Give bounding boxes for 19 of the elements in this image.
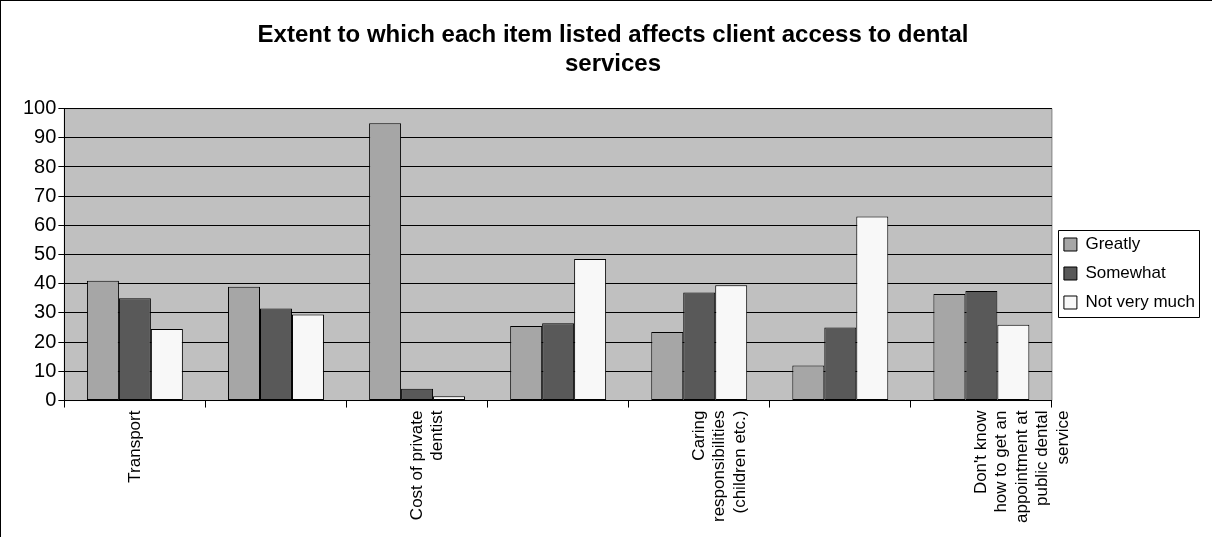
y-tick-label: 90 — [34, 125, 57, 148]
y-tick-label: 100 — [22, 96, 57, 119]
x-tick-label: Caring responsibilities (children etc.) — [688, 410, 749, 523]
legend-label: Somewhat — [1085, 263, 1167, 283]
x-tick-label: Transport — [124, 410, 144, 483]
legend-label: Not very much — [1085, 292, 1196, 312]
y-tick-label: 80 — [34, 154, 57, 177]
y-tick-label: 10 — [34, 358, 57, 381]
chart-title: Extent to which each item listed affects client access to dental services — [257, 20, 969, 76]
y-tick-label: 70 — [34, 183, 57, 206]
y-tick-label: 30 — [34, 300, 57, 323]
x-tick-label: Don't know how to get an appointment at public dental service — [971, 409, 1072, 523]
y-tick-label: 60 — [34, 212, 57, 235]
x-tick-label: Cost of private dentist — [406, 410, 447, 521]
y-tick-label: 0 — [45, 388, 57, 411]
y-tick-label: 50 — [34, 242, 57, 265]
legend-label: Greatly — [1085, 234, 1141, 254]
y-tick-label: 20 — [34, 329, 57, 352]
y-tick-label: 40 — [34, 271, 57, 294]
